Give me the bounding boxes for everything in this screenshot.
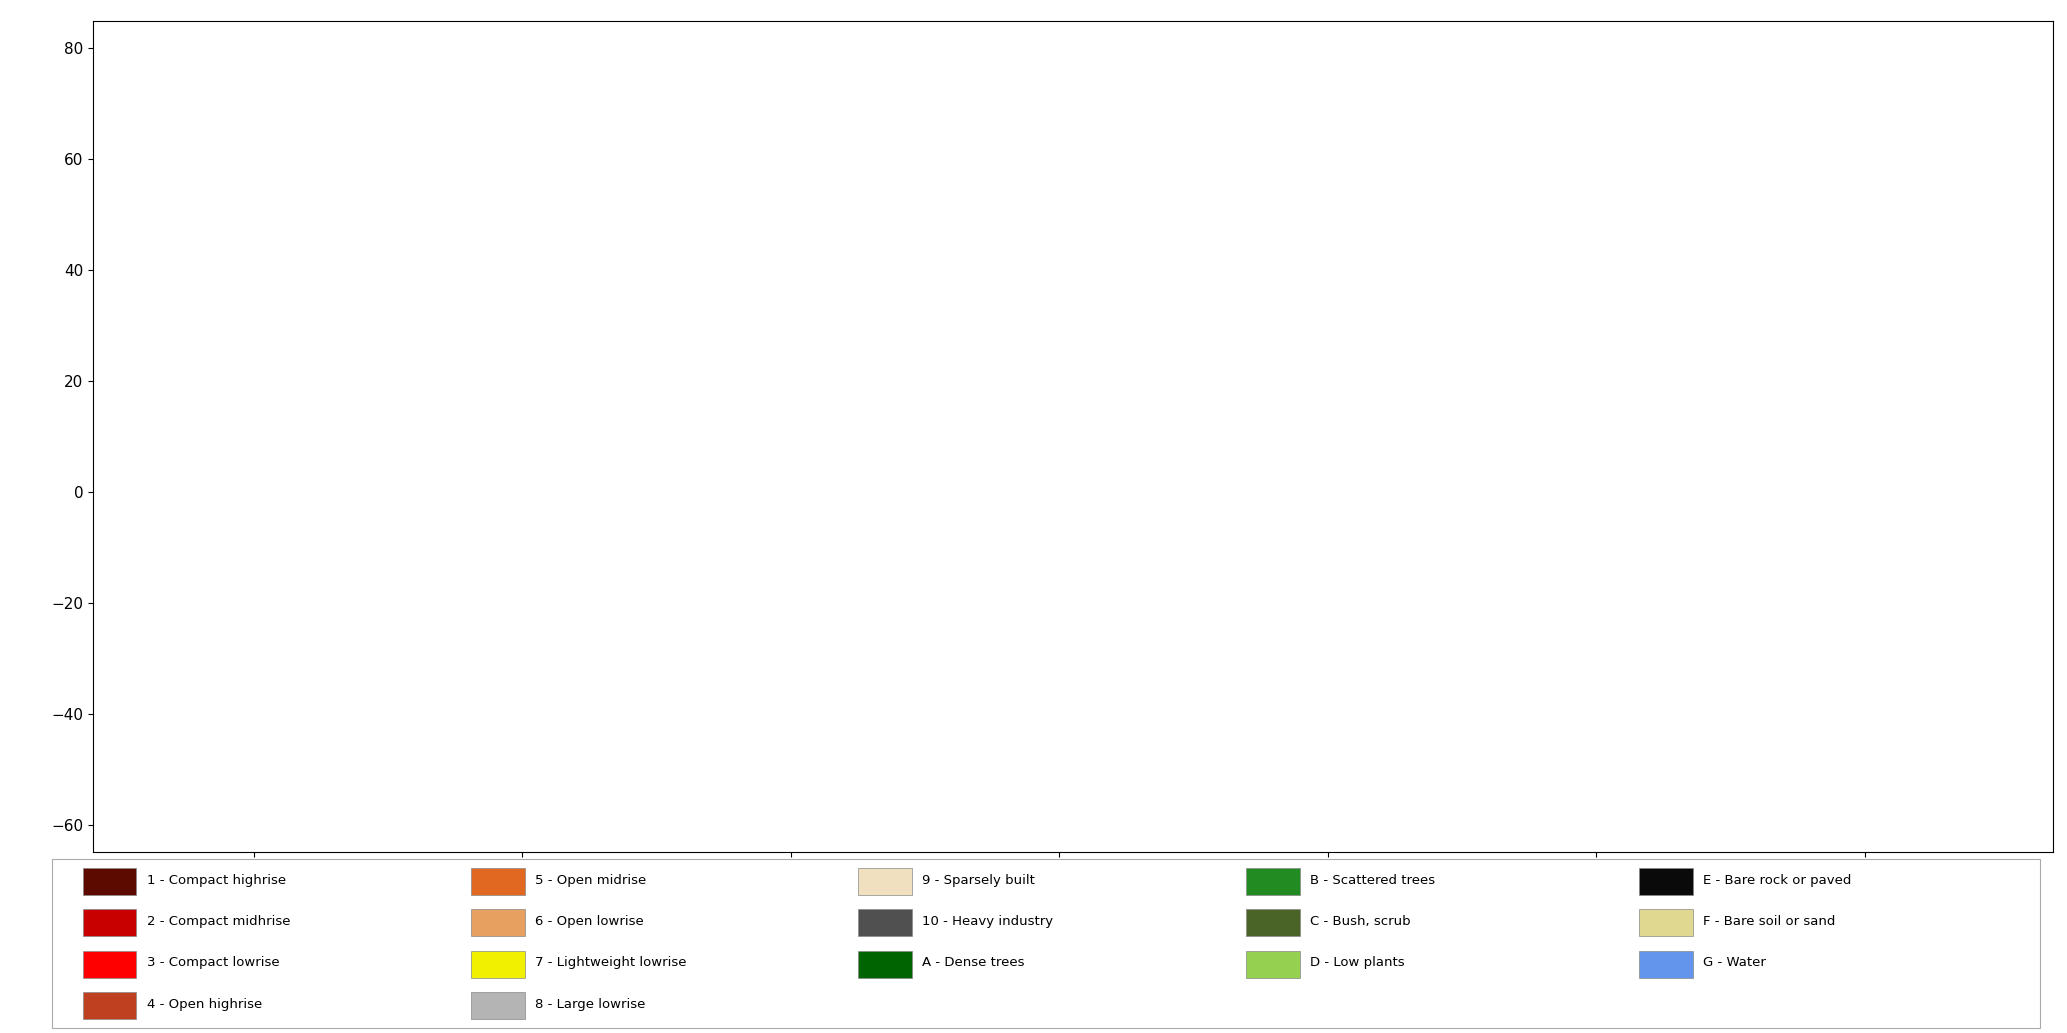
Text: A - Dense trees: A - Dense trees (922, 957, 1025, 969)
Text: B - Scattered trees: B - Scattered trees (1310, 874, 1437, 886)
Text: F - Bare soil or sand: F - Bare soil or sand (1703, 915, 1835, 928)
Text: 6 - Open lowrise: 6 - Open lowrise (535, 915, 645, 928)
Text: G - Water: G - Water (1703, 957, 1765, 969)
Text: 2 - Compact midhrise: 2 - Compact midhrise (147, 915, 289, 928)
Text: D - Low plants: D - Low plants (1310, 957, 1406, 969)
Text: 3 - Compact lowrise: 3 - Compact lowrise (147, 957, 279, 969)
Text: 5 - Open midrise: 5 - Open midrise (535, 874, 647, 886)
Text: 8 - Large lowrise: 8 - Large lowrise (535, 998, 645, 1010)
Text: 7 - Lightweight lowrise: 7 - Lightweight lowrise (535, 957, 686, 969)
Text: 4 - Open highrise: 4 - Open highrise (147, 998, 263, 1010)
Text: 10 - Heavy industry: 10 - Heavy industry (922, 915, 1052, 928)
Text: C - Bush, scrub: C - Bush, scrub (1310, 915, 1412, 928)
Text: E - Bare rock or paved: E - Bare rock or paved (1703, 874, 1852, 886)
Text: 1 - Compact highrise: 1 - Compact highrise (147, 874, 285, 886)
Text: 9 - Sparsely built: 9 - Sparsely built (922, 874, 1036, 886)
